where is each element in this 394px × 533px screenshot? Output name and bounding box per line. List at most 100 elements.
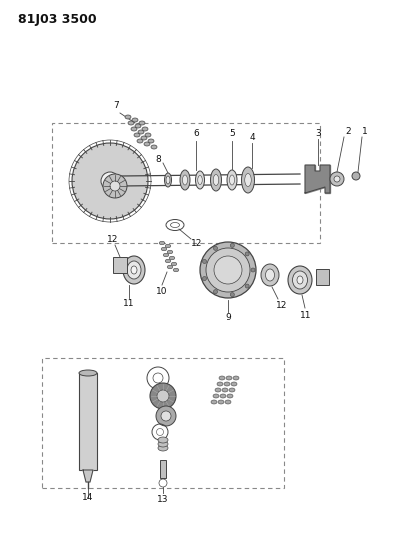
Circle shape: [214, 246, 217, 251]
Ellipse shape: [180, 170, 190, 190]
Bar: [79, 373, 97, 470]
Circle shape: [156, 406, 176, 426]
Ellipse shape: [173, 268, 179, 272]
Circle shape: [150, 383, 176, 409]
Ellipse shape: [218, 400, 224, 404]
Circle shape: [214, 289, 217, 294]
Circle shape: [110, 181, 120, 191]
Ellipse shape: [131, 127, 137, 131]
Ellipse shape: [127, 261, 141, 279]
Ellipse shape: [226, 376, 232, 380]
Circle shape: [230, 244, 234, 247]
Ellipse shape: [138, 130, 144, 134]
Bar: [160, 460, 166, 478]
Polygon shape: [83, 470, 93, 482]
Circle shape: [203, 260, 206, 263]
Bar: [42, 358, 284, 488]
Circle shape: [352, 172, 360, 180]
Ellipse shape: [229, 388, 235, 392]
Ellipse shape: [165, 173, 171, 187]
Circle shape: [101, 172, 119, 190]
Ellipse shape: [125, 115, 131, 119]
Ellipse shape: [195, 171, 204, 189]
Ellipse shape: [182, 175, 188, 185]
Text: 1: 1: [362, 126, 368, 135]
Text: 8: 8: [155, 155, 161, 164]
Ellipse shape: [158, 441, 168, 447]
Ellipse shape: [142, 127, 148, 131]
Text: 5: 5: [229, 130, 235, 139]
Ellipse shape: [132, 118, 138, 122]
Circle shape: [161, 411, 171, 421]
Circle shape: [157, 390, 169, 402]
Circle shape: [103, 174, 127, 198]
Ellipse shape: [167, 251, 173, 254]
Ellipse shape: [245, 174, 251, 187]
Ellipse shape: [211, 400, 217, 404]
Text: 4: 4: [249, 133, 255, 141]
Ellipse shape: [242, 167, 255, 193]
Text: 10: 10: [156, 287, 168, 296]
Ellipse shape: [213, 174, 219, 185]
Ellipse shape: [161, 247, 167, 251]
Circle shape: [200, 242, 256, 298]
Circle shape: [206, 248, 250, 292]
Ellipse shape: [163, 253, 169, 257]
Ellipse shape: [141, 136, 147, 140]
Ellipse shape: [169, 256, 175, 260]
Circle shape: [330, 172, 344, 186]
Bar: [52, 123, 320, 243]
Ellipse shape: [123, 256, 145, 284]
Text: 12: 12: [107, 235, 119, 244]
Ellipse shape: [198, 175, 202, 184]
Ellipse shape: [231, 382, 237, 386]
Text: 7: 7: [113, 101, 119, 110]
Circle shape: [245, 252, 249, 256]
Text: 6: 6: [193, 130, 199, 139]
Ellipse shape: [227, 394, 233, 398]
Text: 81J03 3500: 81J03 3500: [18, 13, 97, 26]
Ellipse shape: [210, 169, 221, 191]
Circle shape: [245, 284, 249, 288]
Ellipse shape: [222, 388, 228, 392]
Ellipse shape: [137, 139, 143, 143]
Circle shape: [334, 176, 340, 182]
Text: 9: 9: [225, 313, 231, 322]
Text: 11: 11: [123, 300, 135, 309]
Ellipse shape: [266, 269, 275, 281]
Text: 2: 2: [345, 126, 351, 135]
Text: 13: 13: [157, 495, 169, 504]
Text: 3: 3: [315, 128, 321, 138]
Circle shape: [251, 268, 255, 272]
Ellipse shape: [215, 388, 221, 392]
Ellipse shape: [229, 175, 234, 185]
Ellipse shape: [79, 370, 97, 376]
Ellipse shape: [159, 241, 165, 245]
Ellipse shape: [167, 265, 173, 269]
Ellipse shape: [135, 124, 141, 128]
Ellipse shape: [225, 400, 231, 404]
Ellipse shape: [131, 266, 137, 274]
Ellipse shape: [217, 382, 223, 386]
Polygon shape: [305, 165, 330, 193]
Ellipse shape: [219, 376, 225, 380]
Ellipse shape: [151, 145, 157, 149]
Circle shape: [214, 256, 242, 284]
Ellipse shape: [139, 121, 145, 125]
Circle shape: [72, 143, 148, 219]
Ellipse shape: [220, 394, 226, 398]
Ellipse shape: [297, 276, 303, 284]
Ellipse shape: [288, 266, 312, 294]
Ellipse shape: [227, 170, 237, 190]
Ellipse shape: [171, 262, 177, 266]
Ellipse shape: [158, 445, 168, 451]
Ellipse shape: [128, 121, 134, 125]
Ellipse shape: [158, 437, 168, 443]
Text: 14: 14: [82, 494, 94, 503]
Text: 12: 12: [276, 301, 288, 310]
Text: 12: 12: [191, 238, 203, 247]
Ellipse shape: [165, 244, 171, 248]
Ellipse shape: [233, 376, 239, 380]
Ellipse shape: [165, 259, 171, 263]
Ellipse shape: [145, 133, 151, 137]
